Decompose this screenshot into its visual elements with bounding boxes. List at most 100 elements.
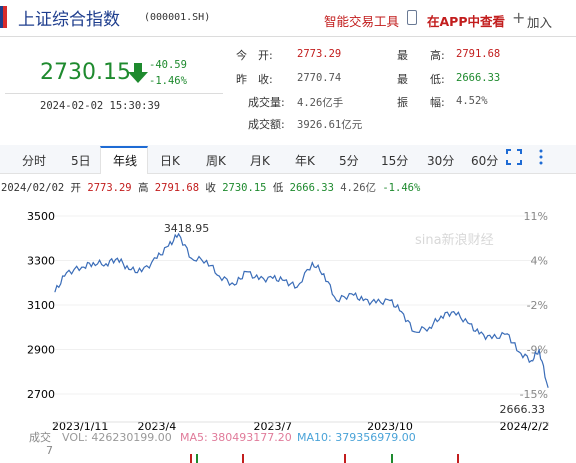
tab-1[interactable]: 5日 xyxy=(71,154,91,168)
tab-9[interactable]: 30分 xyxy=(427,154,455,168)
data-point xyxy=(272,277,274,279)
volume-suffix: 7 xyxy=(46,444,53,457)
high-value: 2791.68 xyxy=(456,48,501,60)
amplitude-value: 4.52% xyxy=(456,95,488,107)
fullscreen-icon[interactable] xyxy=(506,149,522,165)
data-point xyxy=(547,386,549,388)
pct-tick-label: -15% xyxy=(520,388,548,401)
max-label: 3418.95 xyxy=(164,222,210,235)
data-point xyxy=(478,333,480,335)
phone-icon xyxy=(407,10,417,25)
vol-value: VOL: 426230199.00 xyxy=(62,431,172,444)
open-value: 2773.29 xyxy=(297,48,342,60)
data-point xyxy=(362,299,364,302)
data-point xyxy=(206,259,208,262)
volume-bar xyxy=(242,454,244,463)
info-open: 2773.29 xyxy=(87,182,132,194)
data-point xyxy=(311,262,313,264)
volume-bar xyxy=(196,454,198,463)
data-point xyxy=(440,315,442,317)
high-label: 最 高: xyxy=(397,49,445,62)
tab-4[interactable]: 周K xyxy=(206,154,226,168)
data-point xyxy=(400,311,403,313)
more-options-icon[interactable] xyxy=(538,149,544,165)
data-point xyxy=(167,245,169,247)
info-high: 2791.68 xyxy=(154,182,200,194)
quote-datetime: 2024-02-02 15:30:39 xyxy=(40,100,161,112)
tab-10[interactable]: 60分 xyxy=(471,154,499,168)
tab-5[interactable]: 月K xyxy=(250,154,270,168)
info-close-label: 收 xyxy=(205,182,216,194)
y-tick-label: 2700 xyxy=(27,388,55,401)
data-point xyxy=(453,311,455,313)
page-title: 上证综合指数 xyxy=(18,10,120,30)
volume-bar xyxy=(190,454,192,463)
open-label: 今 开: xyxy=(236,49,273,62)
y-tick-label: 3300 xyxy=(27,255,55,268)
info-volume: 4.26亿 xyxy=(340,182,377,194)
brand-flag xyxy=(0,6,7,28)
data-point xyxy=(375,302,377,304)
stock-code: (000001.SH) xyxy=(144,12,211,23)
tab-7[interactable]: 5分 xyxy=(339,154,359,168)
ma5-value: MA5: 380493177.20 xyxy=(180,431,292,444)
x-tick-label: 2023/10 xyxy=(367,420,413,433)
volume-label: 成交 xyxy=(29,430,51,444)
info-close: 2730.15 xyxy=(222,182,267,194)
tab-3[interactable]: 日K xyxy=(160,154,180,168)
data-point xyxy=(296,286,298,288)
info-low: 2666.33 xyxy=(289,182,334,194)
data-point xyxy=(389,299,391,302)
data-point xyxy=(92,262,94,264)
data-point xyxy=(491,337,493,339)
min-label: 2666.33 xyxy=(500,403,546,416)
tab-0[interactable]: 分时 xyxy=(22,154,47,168)
pct-tick-label: -9% xyxy=(527,344,548,357)
volume-label: 成交量: xyxy=(248,96,285,109)
amplitude-label: 振 幅: xyxy=(397,96,445,109)
join-button[interactable]: 加入 xyxy=(527,15,553,30)
low-value: 2666.33 xyxy=(456,72,501,84)
data-point xyxy=(413,331,415,333)
price-change: -40.59 xyxy=(149,59,187,71)
tab-2[interactable]: 年线 xyxy=(113,154,138,168)
info-low-label: 低 xyxy=(272,182,284,194)
data-point xyxy=(283,279,285,282)
y-tick-label: 2900 xyxy=(27,344,55,357)
x-tick-label: 2023/4 xyxy=(138,420,177,433)
data-point xyxy=(258,278,260,280)
data-point xyxy=(54,291,56,293)
view-in-app-link[interactable]: 在APP中查看 xyxy=(427,14,505,29)
x-tick-label: 2024/2/2 xyxy=(500,420,549,433)
price-chart[interactable]: sina新浪财经 3500 3300 3100 2900 2700 11% 4% -2% -9% -… xyxy=(0,198,576,463)
plus-icon[interactable]: + xyxy=(512,8,526,27)
data-point xyxy=(467,322,469,324)
ma10-value: MA10: 379356979.00 xyxy=(297,431,416,444)
current-price: 2730.15 xyxy=(40,60,131,85)
pct-tick-label: 4% xyxy=(531,255,548,268)
data-point xyxy=(245,271,247,273)
header-divider xyxy=(0,36,576,37)
data-point xyxy=(538,348,540,351)
prev-close-value: 2770.74 xyxy=(297,72,342,84)
prev-close-label: 昨 收: xyxy=(236,73,273,86)
tab-6[interactable]: 年K xyxy=(295,154,315,168)
volume-bar xyxy=(344,454,346,463)
data-point xyxy=(351,293,353,295)
price-change-pct: -1.46% xyxy=(149,75,187,87)
info-open-label: 开 xyxy=(70,182,82,194)
data-point xyxy=(178,233,180,235)
pct-tick-label: 11% xyxy=(524,210,548,223)
data-point xyxy=(116,257,118,259)
y-tick-label: 3500 xyxy=(27,210,55,223)
data-point xyxy=(65,272,68,274)
data-point xyxy=(156,257,158,259)
active-tab-indicator xyxy=(100,146,148,174)
tab-8[interactable]: 15分 xyxy=(381,154,409,168)
data-point xyxy=(218,275,220,277)
pct-tick-label: -2% xyxy=(527,299,548,312)
smart-trade-link[interactable]: 智能交易工具 xyxy=(324,14,400,29)
y-tick-label: 3100 xyxy=(27,299,55,312)
volume-bar xyxy=(391,454,393,463)
period-tab-bar xyxy=(0,145,576,174)
